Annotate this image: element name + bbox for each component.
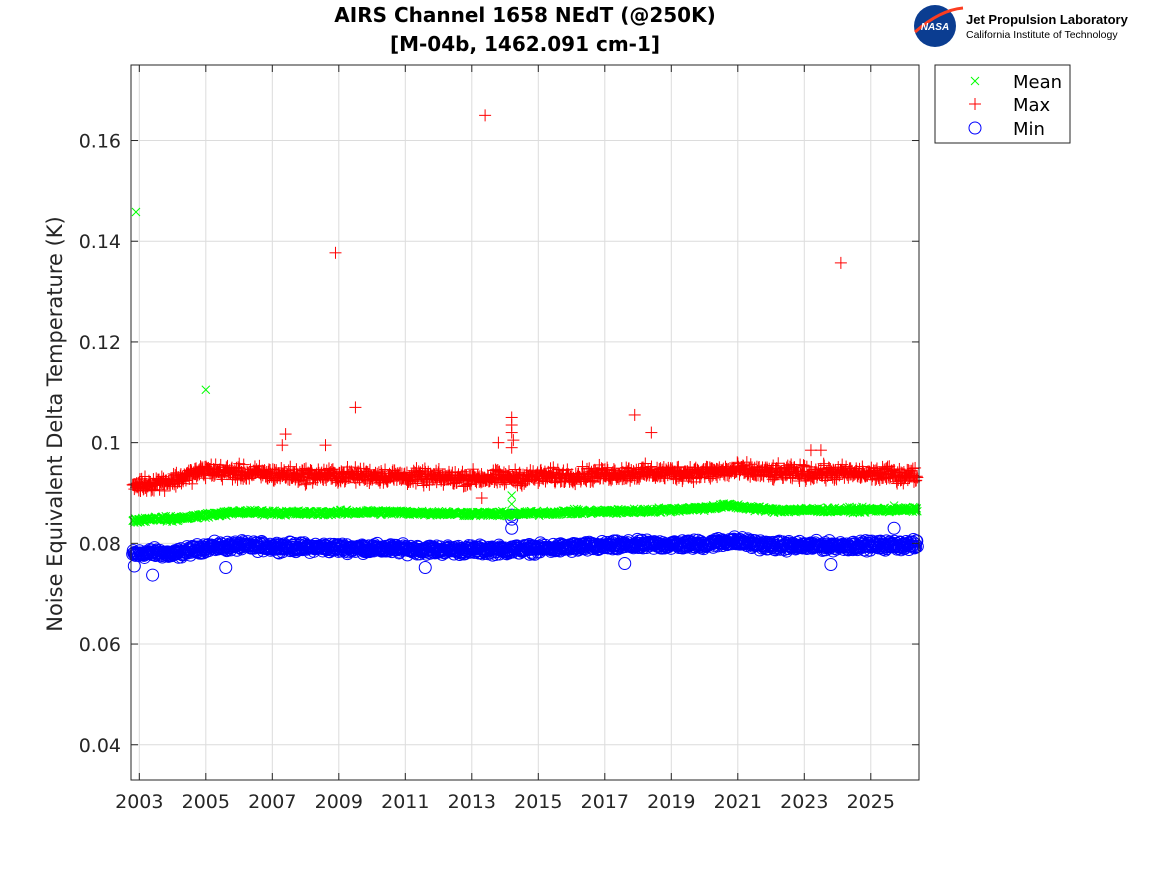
outlier-point-min [618, 556, 632, 570]
x-tick-label: 2011 [381, 791, 429, 813]
y-tick-label: 0.1 [91, 433, 121, 455]
outlier-point-min [505, 521, 519, 535]
chart-subtitle: [M-04b, 1462.091 cm-1] [390, 32, 660, 56]
data-point-max [498, 478, 511, 491]
x-tick-label: 2003 [115, 791, 163, 813]
x-tick-label: 2007 [248, 791, 296, 813]
data-point-max [177, 475, 190, 488]
series-min [126, 508, 924, 582]
y-tick-label: 0.14 [79, 231, 121, 253]
legend-label-min: Min [1013, 119, 1045, 140]
jpl-org-sub: California Institute of Technology [966, 29, 1118, 41]
data-point-max [423, 478, 436, 491]
jpl-logo: NASA Jet Propulsion Laboratory Californi… [914, 5, 1129, 47]
x-tick-label: 2005 [182, 791, 230, 813]
data-point-max [463, 477, 476, 490]
data-point-max [369, 466, 382, 479]
data-point-max [237, 458, 250, 471]
jpl-org-name: Jet Propulsion Laboratory [966, 12, 1129, 27]
data-point-max [216, 473, 229, 486]
data-point-max [417, 479, 430, 492]
outlier-point-min [418, 561, 432, 575]
y-axis-label: Noise Equivalent Delta Temperature (K) [43, 216, 67, 632]
data-point-max [158, 484, 171, 497]
data-point-max [300, 477, 313, 490]
data-point-max [147, 484, 160, 497]
data-point-max [467, 463, 480, 476]
data-point-max [519, 475, 532, 488]
data-point-max [229, 471, 242, 484]
data-point-min [910, 539, 924, 553]
x-tick-label: 2023 [780, 791, 828, 813]
data-point-max [409, 477, 422, 490]
data-point-max [214, 458, 227, 471]
legend-label-max: Max [1013, 95, 1051, 116]
data-point-max [448, 477, 461, 490]
data-point-max [420, 476, 433, 489]
data-point-max [292, 475, 305, 488]
data-point-min [908, 541, 922, 555]
y-tick-label: 0.06 [79, 634, 121, 656]
series-max [126, 109, 924, 505]
data-point-min [910, 534, 924, 548]
outlier-point-min [219, 561, 233, 575]
data-point-max [299, 478, 312, 491]
y-tick-label: 0.16 [79, 131, 121, 153]
chart-title: AIRS Channel 1658 NEdT (@250K) [334, 3, 715, 27]
legend-label-mean: Mean [1013, 72, 1062, 93]
x-tick-label: 2009 [315, 791, 363, 813]
y-tick-label: 0.08 [79, 533, 121, 555]
outlier-point-min [887, 521, 901, 535]
nasa-meatball-icon [914, 5, 956, 47]
x-tick-label: 2015 [514, 791, 562, 813]
x-tick-label: 2013 [448, 791, 496, 813]
x-tick-label: 2019 [647, 791, 695, 813]
y-tick-label: 0.12 [79, 332, 121, 354]
data-markers [126, 109, 924, 582]
y-tick-label: 0.04 [79, 735, 121, 757]
x-tick-label: 2021 [714, 791, 762, 813]
data-point-max [153, 483, 166, 496]
x-tick-label: 2025 [847, 791, 895, 813]
nasa-badge-text: NASA [921, 22, 949, 33]
outlier-point-min [146, 568, 160, 582]
legend: Mean Max Min [934, 64, 1071, 144]
plot-area [131, 65, 919, 780]
outlier-point-min [127, 559, 141, 573]
x-tick-label: 2017 [581, 791, 629, 813]
nasa-swoosh-icon [914, 6, 964, 34]
data-point-max [186, 477, 199, 490]
data-point-min [297, 536, 311, 550]
outlier-point-min [824, 557, 838, 571]
